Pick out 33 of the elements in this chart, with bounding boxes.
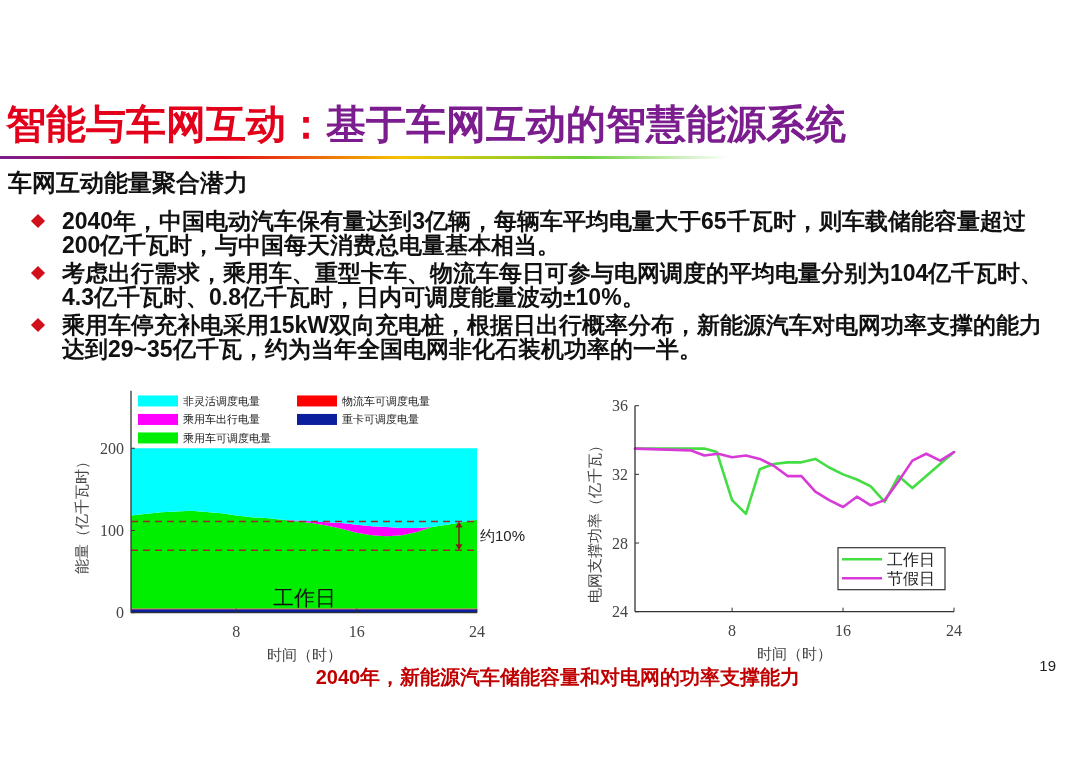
y-axis-title: 能量（亿千瓦时） xyxy=(74,453,90,574)
text: 考虑出行需求，乘用车、重型卡车、物流车每日可参与电网调度的平均电量分别为104亿千瓦时、4.3亿千瓦时、0.8亿千瓦时，日内可调度能量波动±10%。 xyxy=(62,260,1045,310)
x-tick-label: 8 xyxy=(728,622,737,640)
x-tick-label: 24 xyxy=(946,622,962,640)
y-tick-label: 28 xyxy=(612,534,628,552)
text: 2040年，新能源汽车储能容量和对电网的功率支撑能力 xyxy=(315,665,801,690)
text: 车网互动能量聚合潜力 xyxy=(8,168,248,198)
y-tick-label: 100 xyxy=(100,521,124,539)
x-tick-label: 16 xyxy=(348,623,365,641)
legend-label: 节假日 xyxy=(887,569,935,587)
y-tick-label: 32 xyxy=(612,465,628,483)
x-tick-label: 24 xyxy=(469,623,485,641)
x-axis-title: 时间（时） xyxy=(266,646,342,663)
text: 19 xyxy=(1039,657,1056,674)
y-tick-label: 0 xyxy=(116,604,124,622)
legend-label: 工作日 xyxy=(887,550,935,568)
text: 2040年，中国电动汽车保有量达到3亿辆，每辆车平均电量大于65千瓦时，则车载储能容量超过200亿千瓦时，与中国每天消费总电量基本相当。 xyxy=(62,208,1027,258)
x-tick-label: 8 xyxy=(232,623,241,641)
legend-label: 乘用车可调度电量 xyxy=(183,431,271,444)
y-tick-label: 24 xyxy=(612,603,628,621)
y-tick-label: 36 xyxy=(612,397,628,415)
legend-label: 非灵活调度电量 xyxy=(183,394,260,407)
legend-label: 重卡可调度电量 xyxy=(342,413,419,426)
y-axis-title: 电网支撑功率（亿千瓦） xyxy=(587,438,603,604)
legend-label: 乘用车出行电量 xyxy=(183,413,260,426)
y-tick-label: 200 xyxy=(100,439,124,457)
x-tick-label: 16 xyxy=(835,622,852,640)
legend-label: 物流车可调度电量 xyxy=(342,394,430,407)
annotation: 工作日 xyxy=(272,585,336,609)
text: 乘用车停充补电采用15kW双向充电桩，根据日出行概率分布，新能源汽车对电网功率支撑的能力达到29~35亿千瓦，约为当年全国电网非化石装机功率的一半。 xyxy=(62,312,1044,362)
text: 智能与车网互动：基于车网互动的智慧能源系统 xyxy=(5,102,846,146)
text: 约10% xyxy=(480,527,526,545)
x-axis-title: 时间（时） xyxy=(757,645,832,662)
